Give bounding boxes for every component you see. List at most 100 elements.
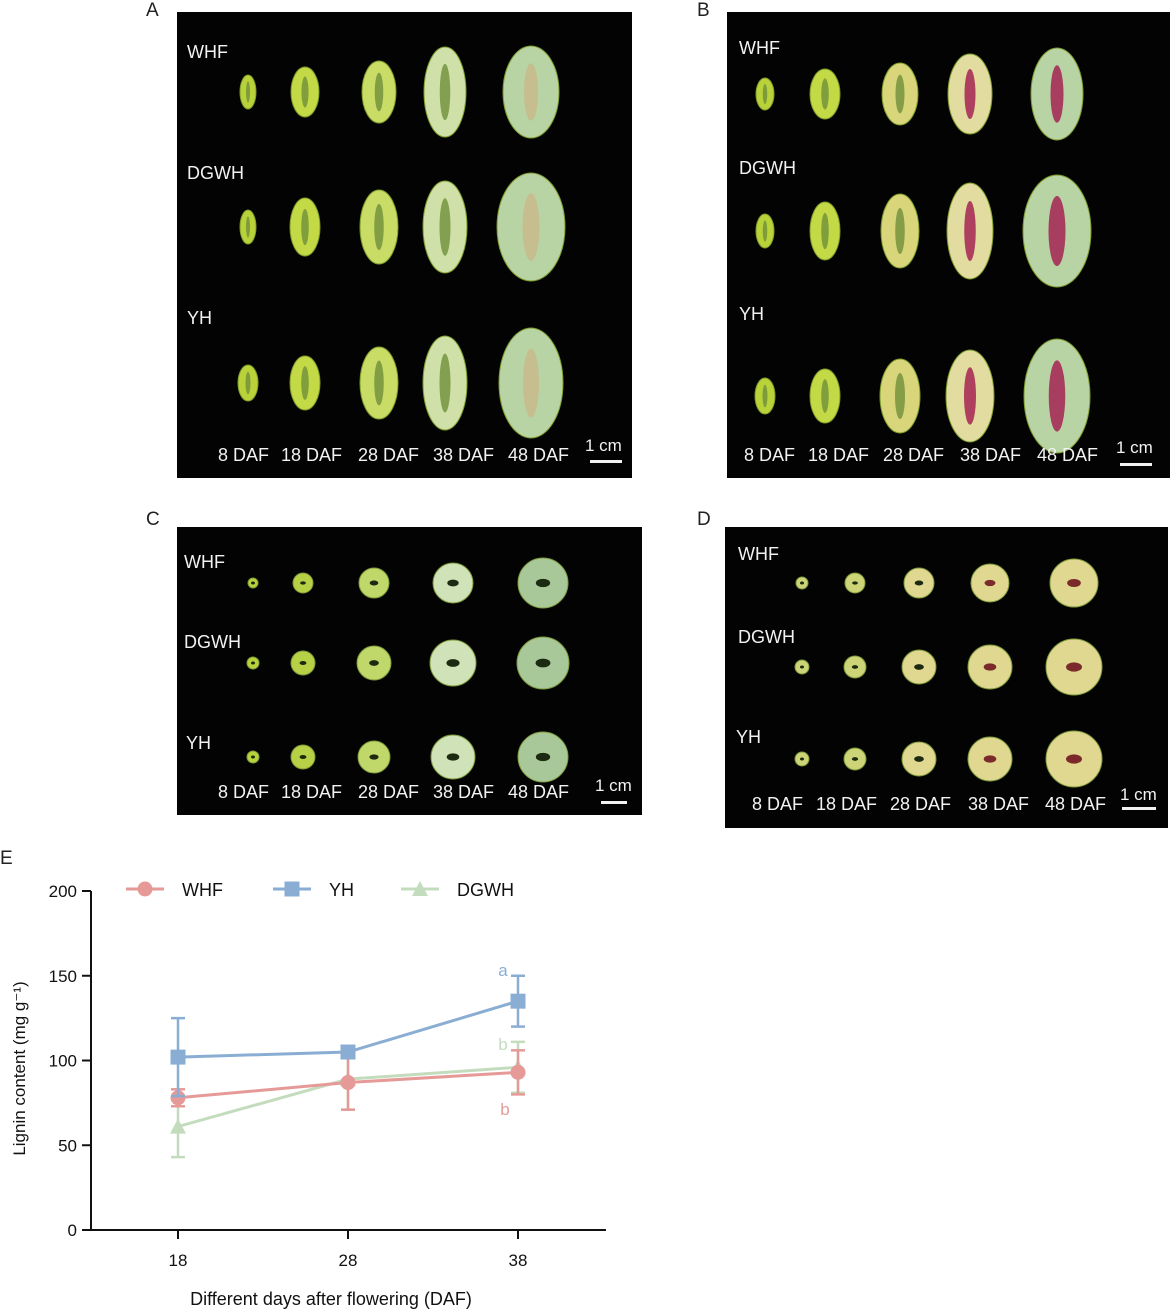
y-tick-label: 150 bbox=[49, 967, 77, 986]
seed-cavity-icon bbox=[1048, 196, 1066, 266]
row-label-dgwh: DGWH bbox=[184, 632, 241, 652]
y-tick-label: 0 bbox=[68, 1221, 77, 1240]
seed-cavity-icon bbox=[821, 212, 829, 250]
seed-core-icon bbox=[914, 756, 924, 762]
legend-marker-dgwh bbox=[412, 881, 428, 896]
seed-core-icon bbox=[369, 580, 379, 586]
day-label: 28 DAF bbox=[358, 782, 420, 802]
seed-cavity-icon bbox=[821, 379, 829, 413]
seed-core-icon bbox=[914, 580, 924, 586]
fruit-sections-c bbox=[246, 557, 570, 783]
seed-cavity-icon bbox=[1050, 65, 1064, 123]
photo-panel-b-longitudinal-stained: WHF DGWH YH 8 DAF 18 DAF 28 DAF 38 DAF 4… bbox=[727, 12, 1170, 478]
seed-cavity-icon bbox=[301, 208, 309, 246]
day-label: 18 DAF bbox=[281, 782, 343, 802]
seed-core-icon bbox=[983, 663, 997, 671]
x-tick-label: 18 bbox=[169, 1251, 188, 1270]
y-tick-label: 200 bbox=[49, 882, 77, 901]
seed-core-icon bbox=[447, 579, 459, 587]
scale-bar bbox=[601, 801, 627, 804]
day-label: 38 DAF bbox=[960, 445, 1022, 465]
fruit-sections-b bbox=[754, 47, 1092, 454]
data-point-yh bbox=[340, 1044, 356, 1060]
legend-label-dgwh: DGWH bbox=[457, 880, 514, 900]
seed-core-icon bbox=[914, 664, 924, 670]
seed-core-icon bbox=[251, 661, 255, 665]
seed-cavity-icon bbox=[246, 81, 250, 103]
scale-label: 1 cm bbox=[1120, 785, 1157, 804]
significance-letter: b bbox=[500, 1100, 509, 1119]
day-label: 18 DAF bbox=[816, 794, 878, 814]
row-label-whf: WHF bbox=[187, 42, 228, 62]
scale-label: 1 cm bbox=[595, 776, 632, 795]
seed-core-icon bbox=[299, 755, 307, 759]
y-tick-label: 50 bbox=[58, 1136, 77, 1155]
day-label: 48 DAF bbox=[1037, 445, 1099, 465]
data-point-whf bbox=[170, 1090, 186, 1106]
scale-bar bbox=[1120, 463, 1152, 466]
series-whf bbox=[170, 1049, 526, 1111]
seed-cavity-icon bbox=[964, 69, 976, 119]
lignin-line-chart: 0 50 100 150 200 18 28 38 Different days after f… bbox=[10, 880, 606, 1309]
significance-letter: a bbox=[498, 961, 508, 980]
seed-cavity-icon bbox=[246, 216, 250, 238]
seed-cavity-icon bbox=[762, 220, 768, 242]
x-tick-label: 38 bbox=[509, 1251, 528, 1270]
seed-core-icon bbox=[535, 658, 551, 668]
day-label: 38 DAF bbox=[433, 445, 495, 465]
seed-core-icon bbox=[800, 581, 804, 585]
panel-letter-a: A bbox=[146, 0, 159, 21]
row-label-dgwh: DGWH bbox=[739, 158, 796, 178]
row-label-whf: WHF bbox=[739, 38, 780, 58]
seed-core-icon bbox=[251, 755, 255, 759]
seed-cavity-icon bbox=[895, 372, 905, 420]
panel-letter-d: D bbox=[697, 509, 711, 530]
data-point-whf bbox=[510, 1064, 526, 1080]
day-label: 8 DAF bbox=[752, 794, 804, 814]
seed-cavity-icon bbox=[1048, 360, 1066, 432]
photo-panel-a-longitudinal: WHF DGWH YH 8 DAF 18 DAF 28 DAF 38 DAF 4… bbox=[177, 12, 632, 478]
row-label-dgwh: DGWH bbox=[738, 627, 795, 647]
day-label: 28 DAF bbox=[890, 794, 952, 814]
scale-bar bbox=[1122, 807, 1156, 810]
row-label-dgwh: DGWH bbox=[187, 163, 244, 183]
seed-core-icon bbox=[300, 581, 306, 585]
seed-core-icon bbox=[800, 757, 804, 761]
seed-cavity-icon bbox=[762, 84, 768, 104]
row-label-yh: YH bbox=[187, 308, 213, 328]
seed-cavity-icon bbox=[374, 72, 384, 112]
day-label: 38 DAF bbox=[433, 782, 495, 802]
day-label: 8 DAF bbox=[744, 445, 796, 465]
row-label-yh: YH bbox=[736, 727, 762, 747]
day-label: 48 DAF bbox=[1045, 794, 1107, 814]
row-label-yh: YH bbox=[739, 304, 765, 324]
seed-cavity-icon bbox=[895, 74, 905, 114]
day-label: 28 DAF bbox=[358, 445, 420, 465]
significance-letter: b bbox=[498, 1035, 507, 1054]
x-axis-label: Different days after flowering (DAF) bbox=[190, 1289, 472, 1309]
series-yh bbox=[170, 974, 526, 1098]
y-tick-label: 100 bbox=[49, 1052, 77, 1071]
seed-cavity-icon bbox=[522, 193, 540, 261]
row-label-whf: WHF bbox=[184, 552, 225, 572]
seed-cavity-icon bbox=[301, 366, 309, 400]
y-axis-label: Lignin content (mg g⁻¹) bbox=[10, 981, 29, 1155]
seed-core-icon bbox=[299, 661, 307, 665]
legend-label-yh: YH bbox=[329, 880, 354, 900]
seed-cavity-icon bbox=[374, 203, 384, 251]
seed-core-icon bbox=[983, 755, 997, 763]
seed-cavity-icon bbox=[762, 384, 768, 408]
day-label: 18 DAF bbox=[808, 445, 870, 465]
seed-core-icon bbox=[446, 659, 460, 667]
seed-cavity-icon bbox=[374, 360, 384, 406]
panel-letter-c: C bbox=[146, 509, 160, 530]
day-label: 48 DAF bbox=[508, 445, 570, 465]
photo-panel-d-transverse-stained: WHF DGWH YH 8 DAF 18 DAF 28 DAF 38 DAF 4… bbox=[725, 527, 1168, 828]
seed-core-icon bbox=[446, 753, 460, 761]
seed-cavity-icon bbox=[245, 371, 251, 395]
panel-letter-e: E bbox=[0, 848, 13, 869]
day-label: 28 DAF bbox=[883, 445, 945, 465]
panel-letter-b: B bbox=[697, 0, 710, 21]
legend-label-whf: WHF bbox=[182, 880, 223, 900]
seed-core-icon bbox=[369, 754, 379, 760]
